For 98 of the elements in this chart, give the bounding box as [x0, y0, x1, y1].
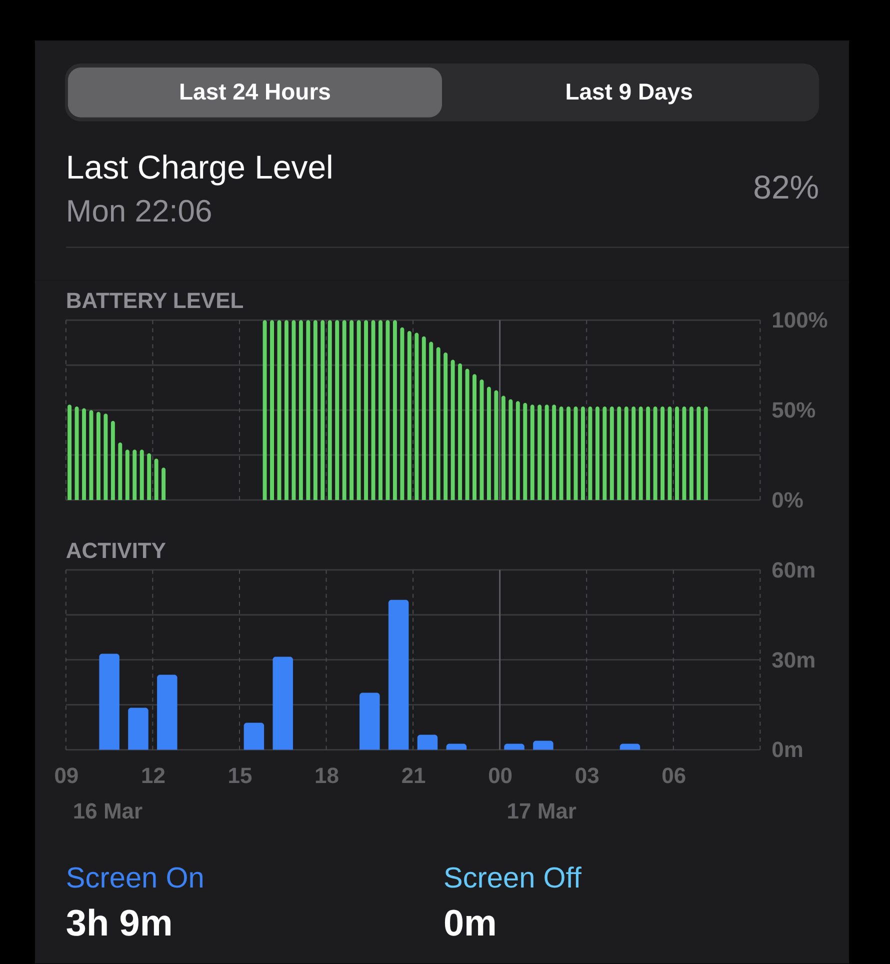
bar	[588, 406, 592, 500]
bar	[328, 320, 332, 500]
text: 0m	[444, 902, 497, 944]
bar	[371, 320, 376, 500]
bar	[335, 320, 340, 500]
text: Screen On	[66, 862, 204, 895]
bar	[414, 332, 419, 500]
text: 82%	[753, 168, 820, 206]
bar	[552, 404, 556, 500]
x-tick-label: 00	[488, 763, 513, 788]
bar	[620, 744, 640, 750]
bar	[392, 320, 397, 500]
bar	[516, 401, 520, 500]
bar	[386, 320, 390, 500]
bar	[388, 600, 409, 750]
bar	[501, 396, 506, 500]
bar	[350, 320, 354, 500]
y-tick-label: 0%	[772, 487, 804, 512]
text: Last 9 Days	[565, 78, 693, 104]
bar	[446, 744, 467, 750]
bar	[494, 390, 498, 500]
bar	[364, 320, 368, 500]
text: 3h 9m	[66, 902, 173, 944]
bar	[298, 320, 303, 500]
bar	[356, 320, 361, 500]
bar	[360, 692, 380, 750]
x-tick-label: 21	[401, 763, 426, 788]
bar	[580, 406, 585, 500]
bar	[653, 406, 658, 500]
bar	[262, 320, 267, 500]
bar	[566, 406, 570, 500]
bar	[602, 406, 607, 500]
bar	[486, 386, 491, 500]
bar	[292, 320, 296, 500]
bar	[422, 336, 426, 500]
y-tick-label: 0m	[772, 737, 804, 762]
chart-title: ACTIVITY	[66, 538, 166, 563]
bar	[244, 722, 264, 750]
bar	[270, 320, 274, 500]
bar	[523, 402, 528, 500]
bar	[472, 374, 476, 500]
bar	[595, 406, 600, 500]
bar	[465, 368, 470, 500]
bar	[444, 352, 448, 500]
bar	[660, 406, 665, 500]
bar	[436, 347, 440, 500]
bar	[504, 744, 524, 750]
bar	[696, 406, 701, 500]
x-tick-label: 03	[574, 763, 600, 788]
y-tick-label: 60m	[772, 557, 816, 582]
bar	[407, 330, 412, 500]
bar	[544, 404, 549, 500]
bar	[638, 406, 643, 500]
bar	[617, 406, 622, 500]
bar	[320, 320, 325, 500]
bar	[682, 406, 686, 500]
bar	[610, 406, 614, 500]
bar	[128, 708, 148, 750]
bar	[458, 363, 462, 500]
bar	[157, 674, 178, 750]
bar	[306, 320, 310, 500]
bar	[400, 327, 404, 500]
bar	[646, 406, 650, 500]
bar	[632, 406, 636, 500]
bar	[674, 406, 679, 500]
x-tick-label: 12	[140, 763, 166, 788]
x-tick-label: 18	[314, 763, 339, 788]
text: 17 Mar	[506, 798, 577, 824]
bar	[417, 734, 438, 750]
bar	[704, 406, 708, 500]
bar	[689, 406, 694, 500]
x-tick-label: 06	[662, 763, 686, 788]
bar	[313, 320, 318, 500]
x-tick-label: 09	[54, 763, 79, 788]
bar	[559, 406, 564, 500]
bar	[272, 656, 293, 750]
bar	[99, 654, 120, 750]
text: Mon 22:06	[66, 193, 212, 228]
legend-label: Screen Off	[444, 862, 582, 895]
y-tick-label: 30m	[772, 647, 816, 672]
bar	[508, 399, 513, 500]
bar	[429, 342, 434, 500]
bar	[538, 404, 542, 500]
text: Last 24 Hours	[179, 78, 331, 104]
bar	[533, 740, 554, 750]
bar	[284, 320, 288, 500]
bar	[530, 404, 534, 500]
bar	[624, 406, 628, 500]
chart-title: BATTERY LEVEL	[66, 288, 244, 314]
bar	[480, 380, 484, 500]
text: Last Charge Level	[66, 148, 334, 186]
bar	[342, 320, 346, 500]
x-tick-label: 15	[228, 763, 252, 788]
bar	[378, 320, 382, 500]
y-tick-label: 50%	[772, 398, 816, 423]
bar	[450, 360, 455, 500]
y-tick-label: 100%	[772, 308, 828, 333]
text: 16 Mar	[72, 798, 143, 824]
